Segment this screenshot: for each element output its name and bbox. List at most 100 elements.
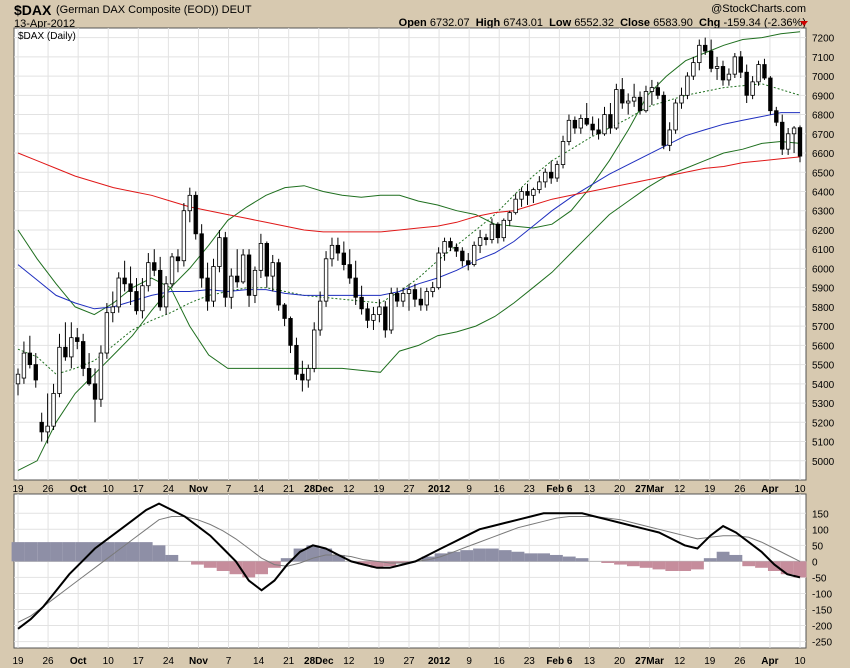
macd-x-tick: 7: [226, 656, 232, 667]
candle-body: [140, 285, 145, 312]
macd-histogram-bar: [434, 553, 448, 562]
macd-histogram-bar: [62, 542, 76, 562]
price-axis-tick: 6500: [812, 168, 835, 179]
price-x-tick: 28Dec: [304, 484, 334, 495]
macd-histogram-bar: [255, 561, 268, 575]
price-x-tick: 21: [283, 484, 295, 495]
candle-body: [270, 262, 275, 277]
macd-histogram-bar: [755, 561, 768, 568]
brand-label[interactable]: @StockCharts.com: [711, 3, 806, 15]
price-axis-tick: 5800: [812, 303, 835, 314]
price-x-tick: 27Mar: [635, 484, 664, 495]
price-axis-tick: 7000: [812, 72, 835, 83]
macd-x-tick: 24: [163, 656, 175, 667]
macd-histogram-bar: [562, 556, 576, 562]
macd-histogram-bar: [511, 551, 525, 562]
macd-axis-tick: 150: [812, 509, 829, 520]
macd-x-tick: Nov: [189, 656, 208, 667]
macd-histogram-bar: [652, 561, 666, 570]
macd-x-tick: 16: [494, 656, 506, 667]
price-axis-tick: 6000: [812, 264, 835, 275]
macd-x-tick: 21: [283, 656, 295, 667]
candle-body: [347, 264, 352, 279]
price-x-tick: 10: [103, 484, 115, 495]
price-x-tick: 14: [253, 484, 265, 495]
candle-body: [51, 393, 56, 427]
macd-x-tick: 28Dec: [304, 656, 334, 667]
macd-histogram-bar: [216, 561, 230, 571]
price-axis-tick: 6800: [812, 111, 835, 122]
macd-histogram-bar: [498, 550, 512, 562]
price-axis-tick: 5900: [812, 284, 835, 295]
macd-histogram-bar: [75, 542, 89, 562]
candle-body: [98, 352, 104, 400]
candle-body: [264, 243, 269, 277]
price-x-tick: 24: [163, 484, 175, 495]
candle-body: [300, 373, 305, 381]
candle-body: [685, 75, 690, 96]
chg-value: -159.34 (-2.36%): [723, 17, 806, 29]
candle-body: [525, 191, 530, 196]
candle-body: [572, 119, 578, 129]
macd-x-tick: 13: [584, 656, 596, 667]
candle-body: [596, 129, 601, 135]
close-label: Close: [620, 17, 651, 29]
candle-body: [15, 373, 21, 385]
price-axis-tick: 6300: [812, 207, 835, 218]
macd-axis-tick: -150: [812, 606, 832, 617]
price-axis-tick: 5700: [812, 322, 835, 333]
candle-body: [448, 241, 453, 248]
macd-histogram-bar: [165, 554, 179, 562]
macd-axis-tick: -50: [812, 573, 827, 584]
candle-body: [258, 243, 264, 271]
macd-x-tick: 12: [674, 656, 686, 667]
macd-histogram-bar: [537, 553, 551, 562]
candle-body: [477, 237, 483, 246]
candle-body: [554, 164, 560, 179]
overlay-bb-middle: [17, 83, 801, 375]
price-axis-tick: 5200: [812, 418, 835, 429]
price-x-tick: 12: [674, 484, 686, 495]
macd-x-tick: 23: [524, 656, 536, 667]
macd-histogram-bar: [50, 542, 63, 562]
macd-histogram-bar: [767, 561, 781, 571]
candle-body: [406, 289, 412, 294]
price-x-tick: 9: [466, 484, 472, 495]
candle-body: [797, 127, 803, 157]
candle-body: [353, 277, 358, 298]
candle-body: [329, 244, 335, 260]
price-x-tick: 7: [226, 484, 232, 495]
candle-body: [614, 89, 619, 129]
candle-body: [507, 212, 512, 221]
candle-body: [602, 114, 607, 135]
candle-body: [454, 246, 459, 252]
price-axis-tick: 5300: [812, 399, 835, 410]
candle-body: [294, 344, 299, 375]
macd-axis-tick: 50: [812, 541, 824, 552]
price-axis-tick: 7100: [812, 53, 835, 64]
candle-body: [661, 94, 666, 146]
macd-histogram-bar: [332, 554, 345, 562]
candle-body: [276, 262, 281, 306]
candle-body: [110, 306, 115, 314]
candle-body: [756, 64, 761, 83]
date-label: 13-Apr-2012: [14, 18, 76, 30]
macd-histogram-bar: [191, 561, 204, 565]
macd-histogram-bar: [11, 542, 25, 562]
price-x-tick: 10: [794, 484, 806, 495]
macd-histogram-bar: [447, 551, 461, 562]
macd-histogram-bar: [550, 554, 563, 562]
symbol-name: (German DAX Composite (EOD)): [56, 4, 219, 16]
macd-histogram-bar: [293, 548, 307, 562]
macd-axis-tick: 100: [812, 525, 829, 536]
candle-body: [175, 256, 181, 262]
macd-histogram-bar: [742, 561, 756, 567]
price-x-tick: 12: [343, 484, 355, 495]
candle-body: [649, 87, 655, 92]
candle-body: [708, 50, 714, 69]
candle-body: [217, 237, 222, 267]
candle-body: [631, 96, 637, 102]
candle-body: [134, 291, 139, 312]
candle-body: [655, 87, 660, 96]
